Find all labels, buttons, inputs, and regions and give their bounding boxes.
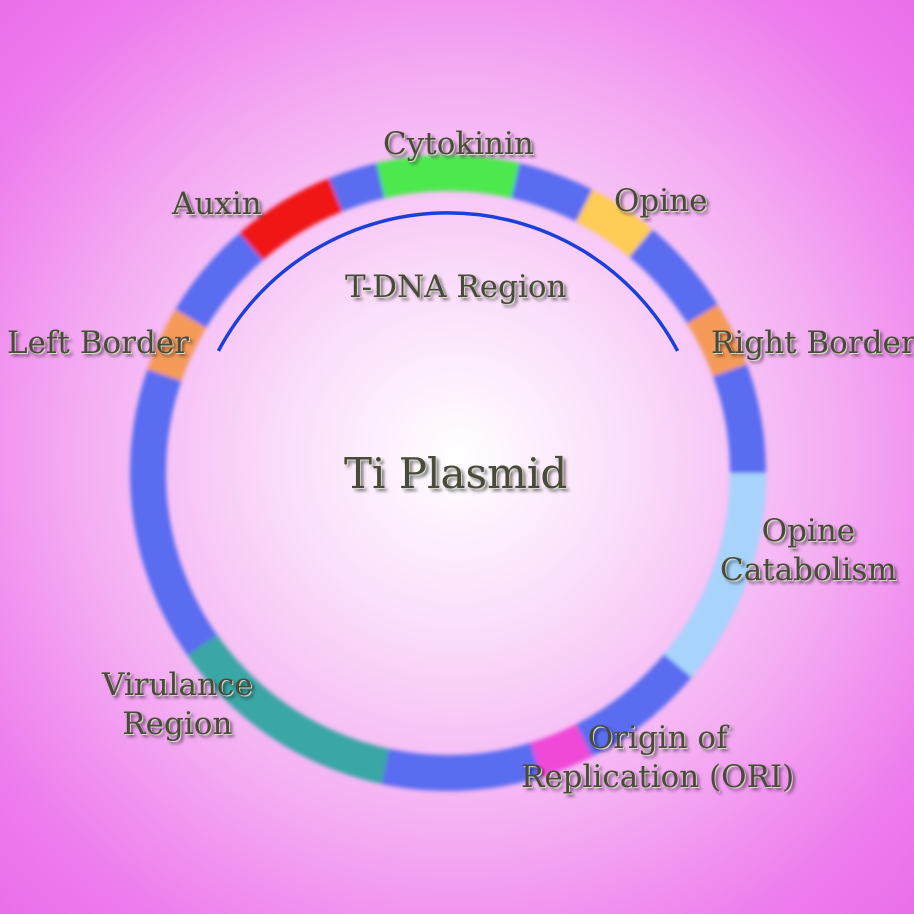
right-border-segment xyxy=(686,304,747,377)
ori-label-line1: Origin of xyxy=(587,720,728,756)
right-border-label: Right Border xyxy=(711,325,914,361)
cytokinin-segment xyxy=(376,155,520,199)
virulance-region-segment xyxy=(187,634,390,785)
opine-catabolism-label-line2: Catabolism xyxy=(720,551,897,588)
virulance-region-label-line2: Region xyxy=(122,705,233,742)
ori-label-line2: Replication (ORI) xyxy=(521,758,795,795)
virulance-region-label: Virulance Region xyxy=(102,666,253,744)
plasmid-ring xyxy=(130,155,766,791)
opine-label: Opine xyxy=(614,183,708,219)
ori-segment xyxy=(530,724,593,778)
opine-catabolism-segment xyxy=(663,472,766,678)
left-border-label: Left Border xyxy=(7,325,189,361)
opine-catabolism-label-line1: Opine xyxy=(761,513,856,549)
opine-catabolism-label: Opine Catabolism xyxy=(720,512,897,590)
left-border-segment xyxy=(147,309,207,382)
plasmid-title: Ti Plasmid xyxy=(344,449,568,498)
auxin-label: Auxin xyxy=(172,186,262,222)
ori-label: Origin of Replication (ORI) xyxy=(521,719,794,797)
cytokinin-label: Cytokinin xyxy=(383,126,534,162)
auxin-segment xyxy=(239,178,343,261)
opine-segment xyxy=(575,189,653,258)
virulance-region-label-line1: Virulance xyxy=(102,667,253,703)
t-dna-region-label: T-DNA Region xyxy=(345,269,567,305)
t-dna-region-arc xyxy=(216,211,680,352)
